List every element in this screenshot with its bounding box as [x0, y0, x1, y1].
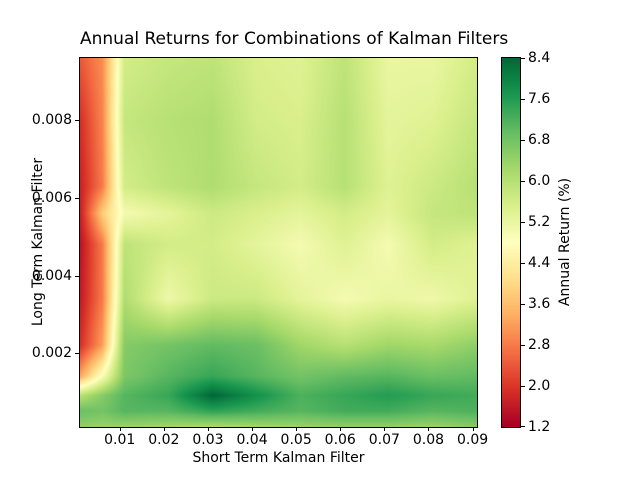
x-tick-label: 0.07 [368, 432, 400, 448]
colorbar-tick-mark [521, 263, 525, 264]
colorbar-tick-label: 5.2 [528, 214, 551, 230]
y-tick-label: 0.006 [31, 189, 72, 206]
colorbar-tick-mark [521, 426, 525, 427]
chart-title: Annual Returns for Combinations of Kalma… [80, 29, 509, 49]
colorbar-tick-label: 1.2 [528, 419, 551, 435]
y-tick-label: 0.002 [31, 345, 72, 362]
x-tick-mark [384, 427, 386, 431]
colorbar-label: Annual Return (%) [557, 177, 573, 307]
x-tick-label: 0.04 [236, 432, 268, 448]
x-tick-label: 0.01 [104, 432, 136, 448]
x-tick-mark [163, 427, 165, 431]
x-tick-mark [428, 427, 430, 431]
y-tick-mark [75, 120, 79, 122]
x-tick-label: 0.06 [324, 432, 356, 448]
colorbar-tick-label: 3.6 [528, 296, 551, 312]
y-axis-label: Long Term Kalman Filter [30, 157, 46, 327]
colorbar-tick-mark [521, 99, 525, 100]
x-tick-label: 0.03 [192, 432, 224, 448]
colorbar-tick-mark [521, 140, 525, 141]
colorbar [502, 58, 520, 427]
x-tick-label: 0.09 [456, 432, 489, 448]
colorbar-tick-label: 2.0 [528, 378, 551, 394]
y-tick-label: 0.004 [31, 267, 72, 284]
x-tick-label: 0.05 [280, 432, 312, 448]
colorbar-tick-label: 8.4 [528, 50, 551, 66]
x-axis-label: Short Term Kalman Filter [192, 450, 365, 466]
heatmap-plot [80, 58, 477, 427]
colorbar-tick-mark [521, 58, 525, 59]
colorbar-tick-mark [521, 386, 525, 387]
colorbar-tick-mark [521, 345, 525, 346]
colorbar-tick-mark [521, 304, 525, 305]
x-tick-mark [296, 427, 298, 431]
x-tick-mark [472, 427, 474, 431]
colorbar-tick-label: 2.8 [528, 337, 551, 353]
colorbar-tick-mark [521, 181, 525, 182]
y-tick-mark [75, 353, 79, 355]
x-tick-mark [207, 427, 209, 431]
x-tick-mark [340, 427, 342, 431]
y-tick-mark [75, 275, 79, 277]
colorbar-tick-label: 6.8 [528, 132, 551, 148]
x-tick-label: 0.08 [412, 432, 445, 448]
colorbar-tick-label: 4.4 [528, 255, 551, 271]
colorbar-tick-mark [521, 222, 525, 223]
x-tick-mark [119, 427, 121, 431]
colorbar-tick-label: 7.6 [528, 91, 551, 107]
x-tick-mark [252, 427, 254, 431]
x-tick-label: 0.02 [148, 432, 180, 448]
colorbar-tick-label: 6.0 [528, 173, 551, 189]
y-tick-mark [75, 197, 79, 199]
y-tick-label: 0.008 [31, 112, 72, 129]
